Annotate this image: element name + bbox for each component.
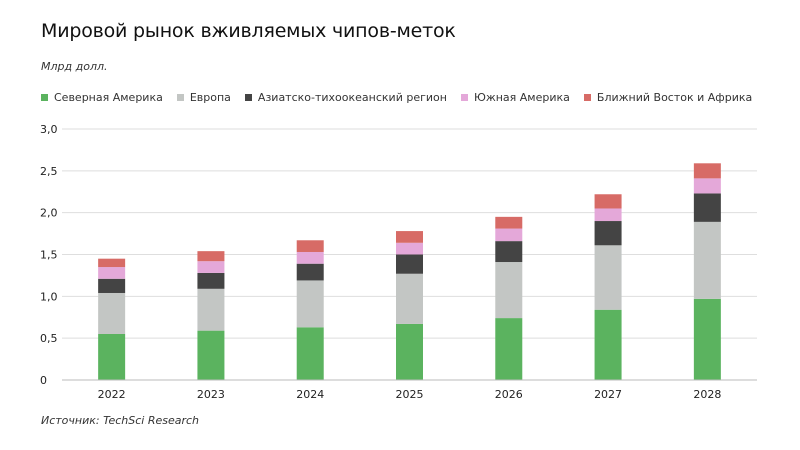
bar-segment: [296, 263, 324, 281]
legend-swatch: [176, 94, 184, 101]
bar-segment: [693, 193, 721, 222]
bar-segment: [693, 178, 721, 194]
bar-segment: [495, 241, 523, 263]
x-tick-label: 2027: [594, 388, 622, 401]
bar-segment: [197, 261, 225, 273]
bar-segment: [693, 298, 721, 380]
y-tick-label: 1,0: [40, 290, 58, 303]
bar-segment: [396, 254, 423, 274]
legend-label: Европа: [189, 91, 231, 104]
bar-segment: [594, 194, 622, 209]
y-tick-label: 3,0: [40, 123, 58, 136]
bar-segment: [98, 278, 126, 293]
x-tick-label: 2026: [495, 388, 523, 401]
unit-label: Млрд долл.: [41, 60, 108, 73]
source-note: Источник: TechSci Research: [41, 414, 200, 427]
chart-title: Мировой рынок вживляемых чипов-меток: [41, 20, 456, 42]
x-tick-label: 2028: [693, 388, 721, 401]
legend-label: Южная Америка: [473, 91, 570, 104]
legend-item-south-america: Южная Америка: [460, 91, 570, 104]
bar-segment: [296, 251, 324, 264]
bar-segment: [98, 292, 126, 334]
legend-swatch: [460, 94, 468, 101]
bar-segment: [197, 272, 225, 289]
bar-segment: [495, 216, 523, 229]
bar-segment: [396, 242, 423, 255]
x-tick-label: 2024: [296, 388, 324, 401]
legend: Северная Америка Европа Азиатско-тихооке…: [41, 91, 752, 104]
bar-segment: [98, 267, 126, 279]
y-tick-label: 0: [40, 374, 47, 387]
legend-swatch: [41, 94, 48, 101]
legend-label: Северная Америка: [54, 91, 163, 104]
y-tick-label: 0,5: [40, 332, 58, 345]
legend-item-europe: Европа: [176, 91, 231, 104]
legend-item-mea: Ближний Восток и Африка: [583, 91, 753, 104]
bar-segment: [296, 240, 324, 252]
legend-swatch: [583, 94, 591, 101]
legend-swatch: [244, 94, 252, 101]
legend-label: Азиатско-тихоокеанский регион: [257, 91, 447, 104]
bar-segment: [594, 245, 622, 310]
legend-item-north-america: Северная Америка: [41, 91, 163, 104]
bar-segment: [197, 288, 225, 331]
bar-segment: [98, 258, 126, 268]
bar-segment: [197, 330, 225, 380]
y-tick-label: 2,0: [40, 207, 58, 220]
bar-segment: [396, 231, 423, 243]
bar-segment: [693, 221, 721, 299]
x-tick-label: 2025: [396, 388, 424, 401]
x-tick-label: 2023: [197, 388, 225, 401]
bar-segment: [296, 327, 324, 380]
bar-segment: [594, 221, 622, 246]
legend-label: Ближний Восток и Африка: [596, 91, 753, 104]
bar-segment: [197, 251, 225, 262]
bar-segment: [594, 208, 622, 222]
bar-segment: [693, 163, 721, 179]
y-tick-label: 1,5: [40, 249, 58, 262]
bar-segment: [396, 323, 423, 380]
bar-segment: [495, 318, 523, 380]
bar-segment: [98, 333, 126, 380]
bar-segment: [594, 309, 622, 380]
bar-segment: [495, 262, 523, 319]
bar-segment: [396, 273, 423, 324]
x-tick-label: 2022: [98, 388, 126, 401]
legend-item-asia-pacific: Азиатско-тихоокеанский регион: [244, 91, 447, 104]
bar-segment: [296, 280, 324, 328]
y-tick-label: 2,5: [40, 165, 58, 178]
bar-segment: [495, 228, 523, 242]
